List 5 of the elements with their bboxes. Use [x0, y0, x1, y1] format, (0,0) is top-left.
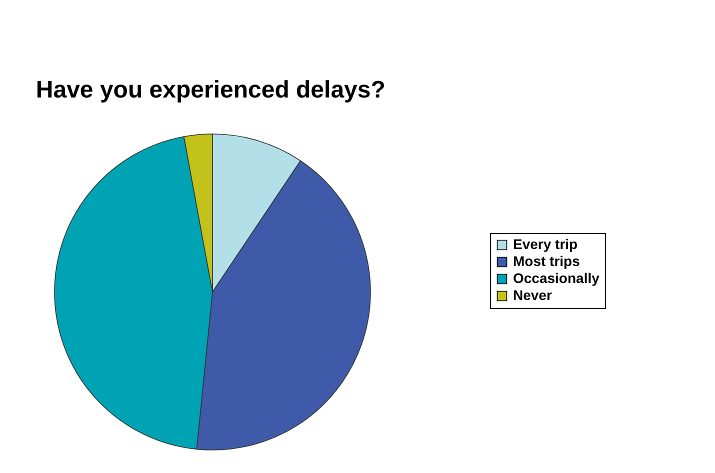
chart-title: Have you experienced delays? — [36, 76, 386, 104]
legend-label: Never — [513, 287, 552, 303]
legend-label: Every trip — [513, 236, 578, 252]
legend-label: Most trips — [513, 253, 580, 269]
legend-label: Occasionally — [513, 270, 600, 286]
